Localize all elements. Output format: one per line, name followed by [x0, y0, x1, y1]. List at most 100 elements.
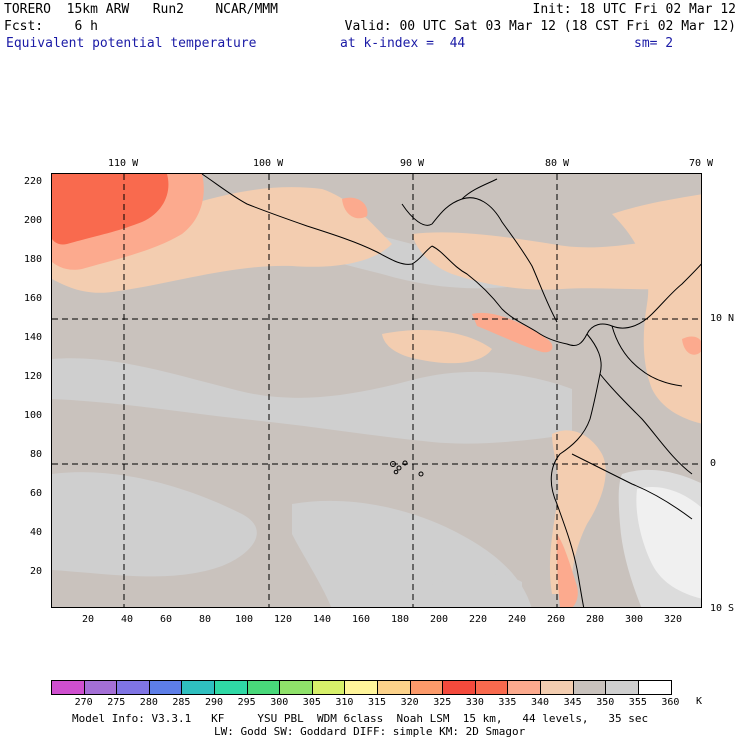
x-tick-label: 220: [469, 614, 488, 625]
field-tan-northeast: [412, 232, 701, 290]
field-tan-north: [52, 187, 392, 293]
y-tick-label: 220: [24, 176, 43, 187]
colorbar-swatch: [410, 681, 444, 694]
colorbar-tick-label: 305: [302, 697, 321, 708]
colorbar-tick-label: 325: [433, 697, 452, 708]
colorbar-tick-label: 355: [628, 697, 647, 708]
colorbar-swatch: [214, 681, 248, 694]
colorbar-tick-label: 350: [596, 697, 615, 708]
coast-mexico: [201, 174, 433, 265]
colorbar-swatch: [182, 681, 215, 694]
colorbar-unit: K: [696, 696, 703, 707]
y-tick-label: 180: [24, 254, 43, 265]
colorbar: [51, 680, 673, 695]
colorbar-tick-label: 295: [237, 697, 256, 708]
colorbar-swatch: [345, 681, 378, 694]
colorbar-swatch: [638, 681, 672, 694]
colorbar-tick-label: 330: [465, 697, 484, 708]
valid-time: Valid: 00 UTC Sat 03 Mar 12 (18 CST Fri …: [344, 19, 736, 34]
colorbar-tick-label: 320: [400, 697, 419, 708]
colorbar-swatch: [508, 681, 541, 694]
colorbar-tick-label: 275: [107, 697, 126, 708]
colorbar-tick-label: 285: [172, 697, 191, 708]
lon-label-90w: 90 W: [400, 158, 425, 169]
forecast-hour: Fcst: 6 h: [4, 19, 98, 34]
colorbar-swatch: [247, 681, 281, 694]
y-tick-label: 160: [24, 293, 43, 304]
colorbar-swatch: [606, 681, 639, 694]
colorbar-swatch: [52, 681, 85, 694]
x-tick-label: 300: [625, 614, 644, 625]
x-tick-label: 320: [664, 614, 683, 625]
field-gray-band: [52, 358, 572, 444]
colorbar-swatch: [149, 681, 183, 694]
y-tick-label: 120: [24, 371, 43, 382]
y-tick-label: 40: [30, 527, 43, 538]
island: [418, 471, 424, 477]
colorbar-swatch: [117, 681, 150, 694]
y-tick-label: 80: [30, 449, 43, 460]
init-time: Init: 18 UTC Fri 02 Mar 12: [532, 2, 737, 17]
x-tick-label: 60: [160, 614, 173, 625]
lat-label-10s: 10 S: [710, 603, 735, 614]
colorbar-tick-label: 270: [74, 697, 93, 708]
border-andes: [599, 373, 693, 475]
field-salmon-coast: [472, 312, 553, 353]
x-tick-label: 120: [274, 614, 293, 625]
smoothing-value: sm= 2: [634, 36, 674, 51]
coast-caribbean: [401, 197, 558, 323]
x-tick-label: 140: [313, 614, 332, 625]
galapagos-islands: [390, 460, 424, 477]
colorbar-swatch: [475, 681, 509, 694]
colorbar-tick-label: 310: [335, 697, 354, 708]
colorbar-tick-label: 290: [205, 697, 224, 708]
y-tick-label: 20: [30, 566, 43, 577]
x-tick-label: 200: [430, 614, 449, 625]
field-red-nw: [52, 174, 169, 245]
colorbar-swatch: [377, 681, 411, 694]
model-info: Model Info: V3.3.1 KF YSU PBL WDM 6class…: [72, 712, 649, 725]
colorbar-tick-label: 340: [531, 697, 550, 708]
border-venezuela: [611, 325, 683, 387]
colorbar-swatch: [312, 681, 346, 694]
colorbar-swatch: [443, 681, 476, 694]
colorbar-tick-label: 345: [563, 697, 582, 708]
border-peru: [571, 453, 693, 520]
map-canvas: [52, 174, 701, 607]
lat-label-10n: 10 N: [710, 313, 735, 324]
y-tick-label: 200: [24, 215, 43, 226]
colorbar-swatch: [573, 681, 607, 694]
theta-e-map: [51, 173, 702, 608]
coast-central-america: [431, 245, 588, 347]
y-tick-label: 60: [30, 488, 43, 499]
colorbar-tick-label: 280: [139, 697, 158, 708]
colorbar-tick-label: 300: [270, 697, 289, 708]
lon-label-110w: 110 W: [108, 158, 139, 169]
x-tick-label: 160: [352, 614, 371, 625]
colorbar-swatch: [280, 681, 313, 694]
field-salmon-east: [682, 336, 701, 355]
lon-label-70w: 70 W: [689, 158, 714, 169]
x-tick-label: 100: [235, 614, 254, 625]
field-white-core: [636, 486, 701, 599]
field-name: Equivalent potential temperature: [6, 36, 257, 51]
lon-label-100w: 100 W: [253, 158, 284, 169]
lat-label-0: 0: [710, 458, 717, 469]
x-tick-label: 240: [508, 614, 527, 625]
graticule: [52, 174, 701, 607]
x-tick-label: 40: [121, 614, 134, 625]
level-index: at k-index = 44: [340, 36, 466, 51]
field-salmon-peru: [556, 534, 578, 607]
x-tick-label: 180: [391, 614, 410, 625]
island: [402, 460, 408, 466]
field-tan-central: [382, 329, 492, 364]
island: [390, 461, 396, 467]
x-tick-label: 80: [199, 614, 212, 625]
model-run-title: TORERO 15km ARW Run2 NCAR/MMM: [4, 2, 278, 17]
coastlines: [201, 174, 701, 607]
field-gray-southeast: [412, 573, 522, 607]
x-tick-label: 20: [82, 614, 95, 625]
colorbar-tick-label: 315: [368, 697, 387, 708]
x-tick-label: 260: [547, 614, 566, 625]
field-salmon-spot-1: [342, 197, 368, 219]
